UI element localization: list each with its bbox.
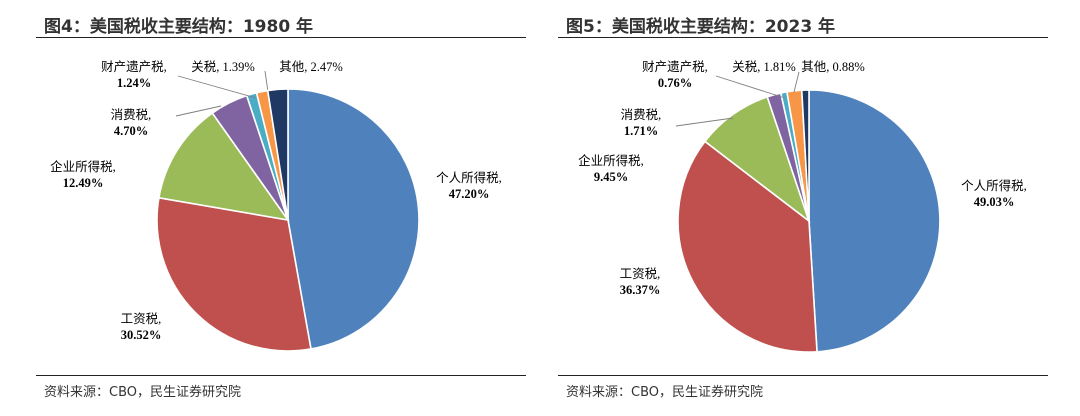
title-divider bbox=[36, 37, 526, 38]
data-label-payroll-tax: 工资税, 36.37% bbox=[620, 267, 661, 297]
source-note: 资料来源：CBO，民生证券研究院 bbox=[44, 385, 241, 400]
leader-line-excise-tax bbox=[675, 117, 734, 127]
leader-line-customs-duty bbox=[264, 70, 269, 93]
pie-slice-other bbox=[266, 88, 289, 221]
chart-panel-2023: 图5：美国税收主要结构：2023 年 个人所得税, 49.03% 工资税, 36.37… bbox=[558, 0, 1048, 416]
data-label-excise-tax: 消费税, 1.71% bbox=[621, 108, 662, 138]
data-label-estate-tax: 财产遗产税, 1.24% bbox=[101, 60, 167, 90]
chart-title: 图4：美国税收主要结构：1980 年 bbox=[44, 17, 314, 37]
pie-slice-corporate-income-tax bbox=[157, 111, 290, 222]
title-divider bbox=[558, 37, 1048, 38]
pie-slice-other bbox=[800, 89, 810, 222]
data-label-excise-tax: 消费税, 4.70% bbox=[111, 108, 152, 138]
data-label-corporate-income-tax: 企业所得税, 12.49% bbox=[50, 159, 116, 190]
data-label-customs-duty: 关税, 1.81% bbox=[732, 60, 796, 74]
pie-chart-1980: 个人所得税, 47.20% 工资税, 30.52% 企业所得税, 12.49% 消费税, 4.… bbox=[50, 60, 502, 352]
chart-panel-1980: 图4：美国税收主要结构：1980 年 个人所得税, 47.20% 工资税, 30.52… bbox=[36, 0, 526, 416]
data-label-other: 其他, 2.47% bbox=[279, 60, 343, 74]
source-divider bbox=[36, 375, 526, 376]
data-label-individual-income-tax: 个人所得税, 49.03% bbox=[961, 178, 1027, 209]
data-label-customs-duty: 关税, 1.39% bbox=[191, 60, 255, 74]
pie-slice-individual-income-tax bbox=[287, 88, 420, 350]
pie-slice-payroll-tax bbox=[677, 140, 818, 353]
leader-line-estate-tax bbox=[715, 75, 786, 99]
data-label-other: 其他, 0.88% bbox=[801, 60, 865, 74]
leader-line-excise-tax bbox=[175, 105, 222, 117]
leader-line-estate-tax bbox=[177, 75, 257, 99]
data-label-payroll-tax: 工资税, 30.52% bbox=[121, 312, 162, 342]
chart-title: 图5：美国税收主要结构：2023 年 bbox=[566, 17, 836, 37]
pie-slice-individual-income-tax bbox=[808, 89, 941, 353]
source-divider bbox=[558, 375, 1048, 376]
source-note: 资料来源：CBO，民生证券研究院 bbox=[566, 385, 763, 400]
leader-line-customs-duty bbox=[793, 71, 800, 93]
data-label-corporate-income-tax: 企业所得税, 9.45% bbox=[578, 153, 644, 184]
pie-slice-corporate-income-tax bbox=[703, 95, 811, 224]
pie-slice-payroll-tax bbox=[156, 196, 312, 352]
data-label-individual-income-tax: 个人所得税, 47.20% bbox=[436, 170, 502, 201]
data-label-estate-tax: 财产遗产税, 0.76% bbox=[642, 60, 708, 90]
pie-chart-2023: 个人所得税, 49.03% 工资税, 36.37% 企业所得税, 9.45% 消费税, 1.7… bbox=[578, 60, 1027, 353]
